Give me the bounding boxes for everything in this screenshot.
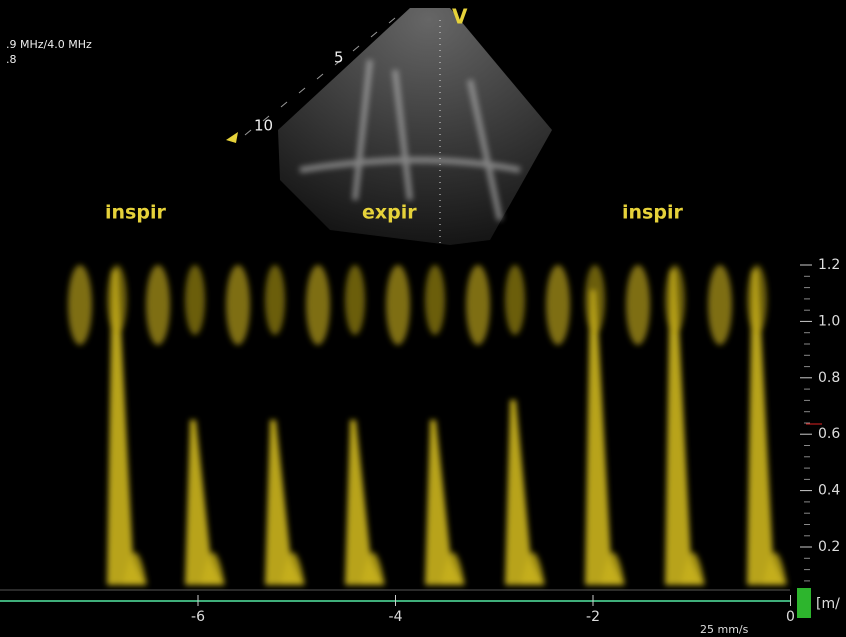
depth-label: 5 <box>334 49 344 67</box>
flow-blob <box>123 552 147 585</box>
flow-top <box>747 265 767 335</box>
flow-top <box>665 265 685 335</box>
flow-top <box>505 265 525 335</box>
velocity-axis: 1.2 1.0 0.8 0.6 0.4 0.2 <box>800 257 840 593</box>
flow-envelope <box>265 420 303 585</box>
flow-blob <box>601 552 625 585</box>
sweep-speed: 25 mm/s <box>700 623 749 636</box>
flow-top <box>146 265 170 345</box>
scale-indicator <box>797 588 811 618</box>
flow-blob <box>441 552 465 585</box>
depth-label: 10 <box>254 117 273 135</box>
flow-blob <box>281 552 305 585</box>
x-tick-label: -4 <box>389 609 403 625</box>
depth-scale <box>244 17 396 136</box>
flow-top <box>345 265 365 335</box>
scale-tick <box>334 59 342 66</box>
flow-envelope <box>665 270 703 585</box>
y-tick-label: 0.2 <box>818 539 840 555</box>
focus-marker <box>226 132 238 143</box>
scale-tick <box>262 115 270 122</box>
probe-frequency: .9 MHz/4.0 MHz <box>6 38 92 51</box>
echo-structures <box>299 59 521 221</box>
y-tick-label: 0.4 <box>818 483 840 499</box>
phase-label: expir <box>362 202 417 224</box>
flow-envelope <box>585 290 623 585</box>
velocity-unit: [m/ <box>816 596 840 612</box>
scale-tick <box>370 31 378 38</box>
scale-tick <box>244 129 252 136</box>
doppler-spectrum <box>68 265 787 585</box>
flow-top <box>546 265 570 345</box>
flow-top <box>466 265 490 345</box>
scale-tick <box>298 87 306 94</box>
flow-envelope <box>425 420 463 585</box>
time-axis: -6 -4 -2 0 <box>191 595 795 625</box>
flow-top <box>626 265 650 345</box>
gain: .8 <box>6 53 17 66</box>
flow-top <box>185 265 205 335</box>
flow-blob <box>763 552 787 585</box>
flow-blob <box>521 552 545 585</box>
y-tick-label: 0.8 <box>818 370 840 386</box>
flow-envelope <box>505 400 543 585</box>
flow-top <box>425 265 445 335</box>
x-tick-label: 0 <box>786 609 795 625</box>
x-tick-label: -2 <box>586 609 600 625</box>
flow-top <box>68 265 92 345</box>
flow-top <box>386 265 410 345</box>
y-tick-label: 1.2 <box>818 257 840 273</box>
flow-envelope <box>747 270 785 585</box>
flow-top <box>708 265 732 345</box>
flow-blob <box>361 552 385 585</box>
flow-envelope <box>345 420 383 585</box>
x-tick-label: -6 <box>191 609 205 625</box>
scale-tick <box>388 17 396 24</box>
scale-tick <box>316 73 324 80</box>
flow-top <box>585 265 605 335</box>
flow-blob <box>201 552 225 585</box>
phase-label: inspir <box>105 202 166 224</box>
flow-top <box>265 265 285 335</box>
y-tick-label: 1.0 <box>818 313 840 329</box>
scale-tick <box>280 101 288 108</box>
phase-label: inspir <box>622 202 683 224</box>
flow-envelope <box>107 270 145 585</box>
orientation-marker: V <box>452 5 468 29</box>
flow-top <box>226 265 250 345</box>
flow-blob <box>681 552 705 585</box>
flow-top <box>306 265 330 345</box>
scale-tick <box>352 45 360 52</box>
flow-envelope <box>185 420 223 585</box>
y-tick-label: 0.6 <box>818 426 840 442</box>
flow-top <box>107 265 127 335</box>
echo-sector <box>278 8 552 245</box>
